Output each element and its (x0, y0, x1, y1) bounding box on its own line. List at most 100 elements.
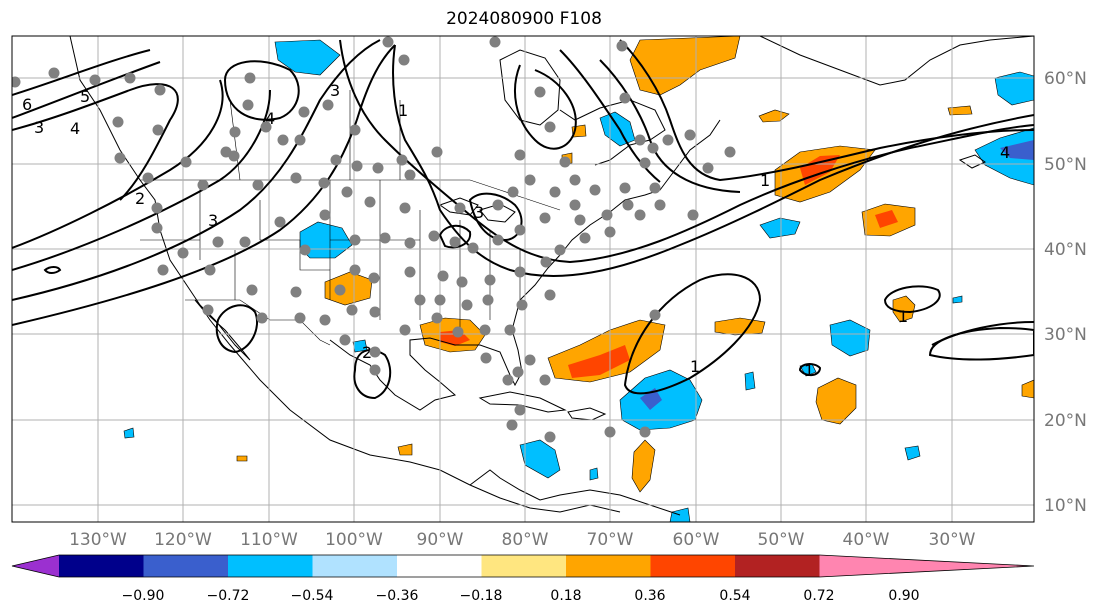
station-dot (114, 152, 126, 164)
station-dot (452, 326, 464, 338)
station-dot (506, 419, 518, 431)
contour-label: 3 (34, 118, 44, 137)
colorbar-tick: 0.36 (634, 588, 665, 604)
station-dot (634, 134, 646, 146)
station-dot (349, 234, 361, 246)
station-dot (242, 99, 254, 111)
station-dot (330, 154, 342, 166)
station-dot (482, 294, 494, 306)
station-dot (364, 196, 376, 208)
station-dot (540, 256, 552, 268)
station-dot (177, 247, 189, 259)
colorbar-tick: 0.72 (803, 588, 834, 604)
contour-value-labels: 6 5 3 4 4 3 1 2 3 3 1 2 1 1 4 1 (22, 81, 1010, 380)
station-dot (649, 309, 661, 321)
station-dot (349, 124, 361, 136)
contour-lines (12, 39, 1034, 400)
station-dot (372, 162, 384, 174)
station-dot (484, 274, 496, 286)
lon-label: 30°W (929, 530, 976, 550)
map-title: 2024080900 F108 (446, 9, 602, 29)
station-dot (180, 156, 192, 168)
station-dot (507, 186, 519, 198)
station-dot (212, 236, 224, 248)
station-dot (702, 162, 714, 174)
station-dot (197, 179, 209, 191)
station-dot (492, 234, 504, 246)
station-dot (619, 182, 631, 194)
station-dot (369, 306, 381, 318)
station-dot (369, 346, 381, 358)
station-dot (504, 324, 516, 336)
colorbar-tick: −0.36 (376, 588, 419, 604)
station-dot (639, 426, 651, 438)
colorbar-tick: 0.90 (888, 588, 919, 604)
station-dot (379, 232, 391, 244)
station-dot (544, 431, 556, 443)
station-dot (256, 312, 268, 324)
colorbar-tick: −0.72 (207, 588, 250, 604)
station-dot (569, 174, 581, 186)
contour-label: 4 (1000, 143, 1010, 162)
station-dot (294, 134, 306, 146)
colorbar-segment (481, 555, 567, 577)
colorbar-segment (143, 555, 229, 577)
station-dot (322, 99, 334, 111)
station-dot (456, 276, 468, 288)
station-dot (334, 284, 346, 296)
station-dot (228, 150, 240, 162)
station-dot (544, 121, 556, 133)
lat-label: 60°N (1044, 69, 1087, 89)
station-dot (12, 76, 21, 88)
lon-label: 110°W (240, 530, 298, 550)
station-dot (396, 154, 408, 166)
lat-label: 10°N (1044, 496, 1087, 516)
station-dot (647, 142, 659, 154)
colorbar-tick-labels: −0.90 −0.72 −0.54 −0.36 −0.18 0.18 0.36 … (122, 588, 920, 604)
station-dot (319, 314, 331, 326)
station-dot (404, 237, 416, 249)
contour-label: 4 (265, 109, 275, 128)
station-dot (601, 209, 613, 221)
colorbar-tick: −0.54 (291, 588, 334, 604)
contour-label: 3 (474, 203, 484, 222)
station-dot (524, 354, 536, 366)
station-dot (649, 182, 661, 194)
station-dot (152, 124, 164, 136)
colorbar (11, 554, 1035, 578)
station-dot (414, 294, 426, 306)
station-dot (559, 156, 571, 168)
station-dot (514, 224, 526, 236)
colorbar-segment (228, 555, 313, 577)
station-dot (339, 334, 351, 346)
station-dot (619, 92, 631, 104)
contour-label: 2 (362, 343, 372, 362)
colorbar-tick: −0.90 (122, 588, 165, 604)
station-dot (514, 266, 526, 278)
lon-label: 60°W (673, 530, 720, 550)
station-dot (398, 54, 410, 66)
colorbar-tick: 0.54 (719, 588, 750, 604)
station-dot (589, 184, 601, 196)
station-dot (574, 214, 586, 226)
lon-label: 100°W (325, 530, 383, 550)
station-dot (154, 84, 166, 96)
station-dot (514, 149, 526, 161)
contour-label: 5 (80, 87, 90, 106)
station-dot (461, 299, 473, 311)
station-dot (151, 202, 163, 214)
station-dot (299, 244, 311, 256)
station-dot (244, 72, 256, 84)
station-dot (454, 202, 466, 214)
station-dot (512, 366, 524, 378)
contour-label: 1 (398, 101, 408, 120)
station-dot (524, 174, 536, 186)
station-dot (202, 304, 214, 316)
lon-label: 90°W (417, 530, 464, 550)
colorbar-segment (397, 555, 482, 577)
station-dot (319, 209, 331, 221)
station-dot (298, 106, 310, 118)
station-dot (431, 312, 443, 324)
contour-label: 1 (804, 361, 814, 380)
station-dot (634, 209, 646, 221)
